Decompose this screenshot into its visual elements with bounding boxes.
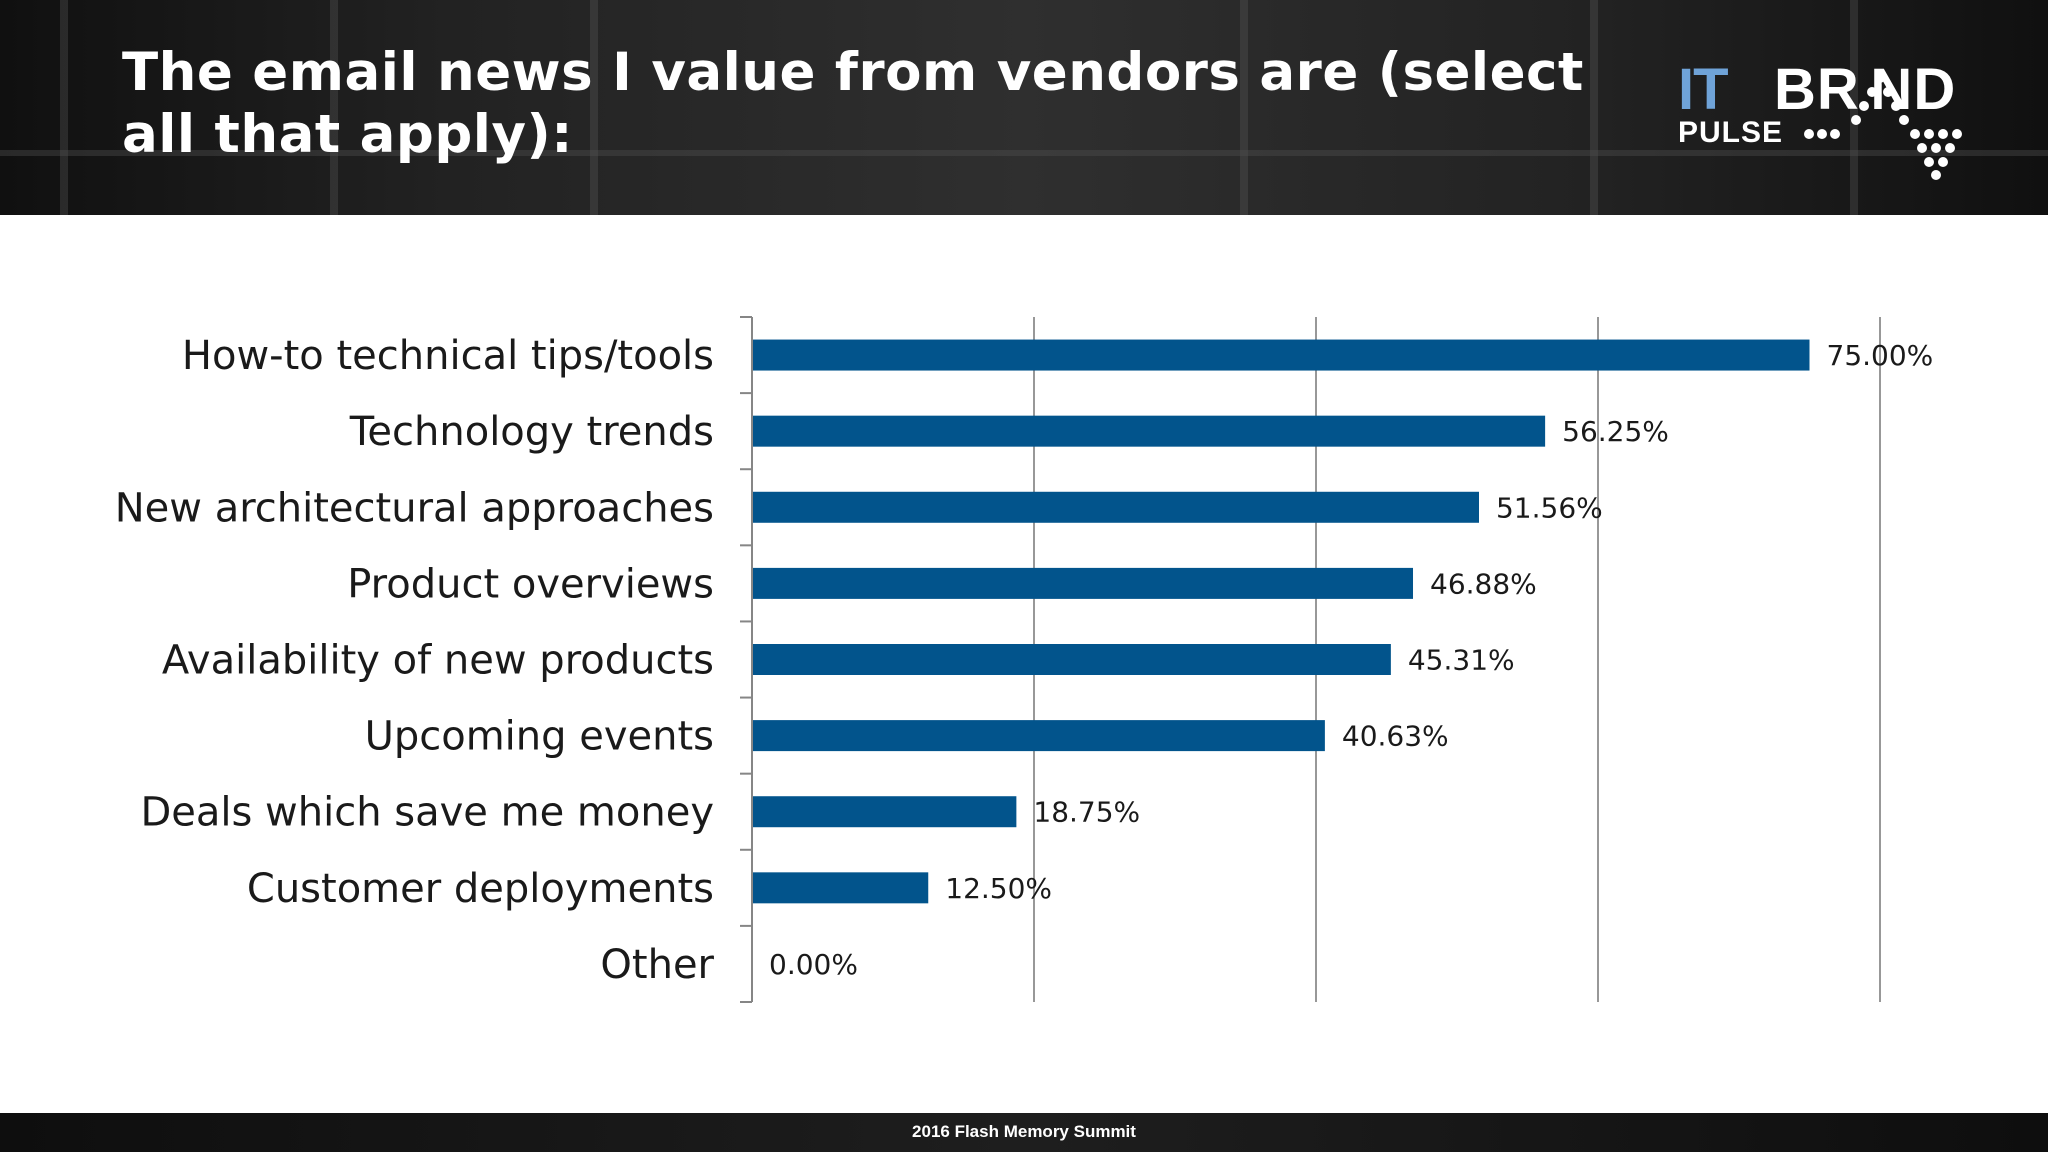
data-label: 46.88% bbox=[1430, 567, 1537, 600]
bar-chart: How-to technical tips/tools 75.00% Technol… bbox=[115, 316, 1934, 1003]
slide-title: The email news I value from vendors are … bbox=[122, 42, 1584, 165]
category-label: How-to technical tips/tools bbox=[182, 333, 714, 379]
logo-pulse-text: PULSE bbox=[1678, 116, 1784, 149]
rack-decoration bbox=[60, 0, 68, 215]
data-label: 45.31% bbox=[1408, 644, 1515, 677]
bar bbox=[752, 872, 929, 904]
rack-decoration bbox=[330, 0, 338, 215]
data-label: 40.63% bbox=[1342, 720, 1449, 753]
data-label: 12.50% bbox=[945, 872, 1052, 905]
data-label: 75.00% bbox=[1827, 339, 1934, 372]
slide-header: The email news I value from vendors are … bbox=[0, 0, 2048, 215]
logo-brand-text: BR ND bbox=[1774, 57, 1957, 122]
bar bbox=[752, 567, 1414, 599]
rack-decoration bbox=[1850, 0, 1858, 215]
bar bbox=[752, 796, 1017, 828]
bar bbox=[752, 339, 1810, 371]
category-label: Customer deployments bbox=[247, 866, 714, 912]
itbrand-pulse-logo: IT BR ND PULSE bbox=[1676, 57, 2016, 180]
data-label: 18.75% bbox=[1033, 796, 1140, 829]
category-label: Availability of new products bbox=[162, 638, 714, 684]
bar bbox=[752, 644, 1391, 675]
bar bbox=[752, 415, 1546, 447]
rack-decoration bbox=[0, 150, 2048, 156]
data-label: 0.00% bbox=[769, 948, 858, 981]
category-label: Upcoming events bbox=[365, 714, 714, 760]
slide-footer: 2016 Flash Memory Summit bbox=[0, 1113, 2048, 1152]
category-label: Technology trends bbox=[349, 409, 714, 455]
footer-text: 2016 Flash Memory Summit bbox=[912, 1122, 1136, 1141]
bar bbox=[752, 491, 1479, 523]
rack-decoration bbox=[590, 0, 598, 215]
category-label: Deals which save me money bbox=[140, 790, 714, 836]
rack-decoration bbox=[1590, 0, 1598, 215]
category-label: Product overviews bbox=[347, 561, 714, 607]
data-label: 51.56% bbox=[1496, 491, 1603, 524]
logo-dots-icon bbox=[1804, 73, 1962, 180]
logo-it-text: IT bbox=[1678, 57, 1729, 122]
category-label: New architectural approaches bbox=[115, 485, 714, 531]
category-label: Other bbox=[600, 942, 714, 988]
bar bbox=[752, 720, 1325, 752]
data-label: 56.25% bbox=[1562, 415, 1669, 448]
rack-decoration bbox=[1240, 0, 1248, 215]
